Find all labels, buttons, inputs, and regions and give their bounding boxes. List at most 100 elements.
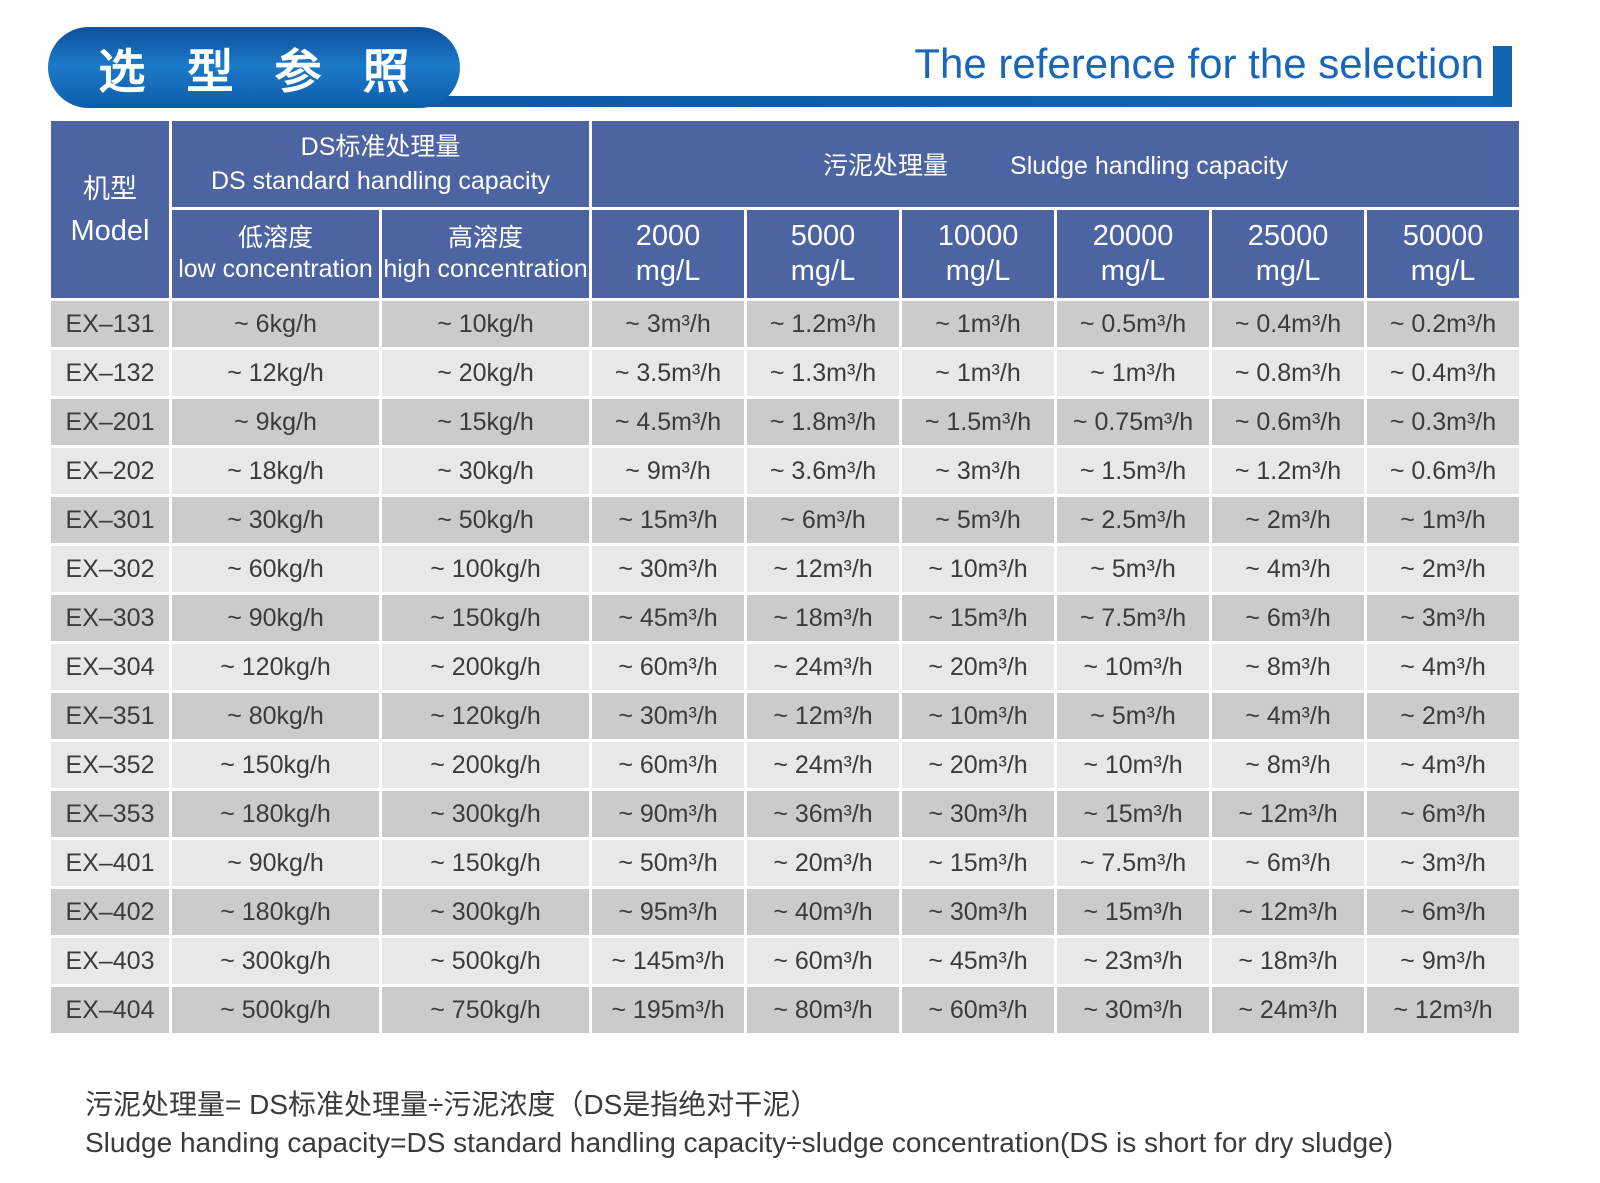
- model-cell: EX–351: [51, 693, 169, 739]
- capacity-cell: ~ 9m³/h: [1367, 938, 1520, 984]
- capacity-cell: ~ 0.6m³/h: [1367, 448, 1520, 494]
- capacity-cell: ~ 15m³/h: [902, 840, 1055, 886]
- capacity-cell: ~ 18m³/h: [1212, 938, 1365, 984]
- capacity-cell: ~ 2m³/h: [1367, 693, 1520, 739]
- capacity-cell: ~ 45m³/h: [592, 595, 745, 641]
- table-row: EX–304 ~ 120kg/h ~ 200kg/h ~ 60m³/h ~ 24m³/h…: [51, 644, 1520, 690]
- header-low-concentration: 低溶度 low concentration: [172, 210, 379, 298]
- table-row: EX–403 ~ 300kg/h ~ 500kg/h ~ 145m³/h ~ 60m³/…: [51, 938, 1520, 984]
- table-row: EX–201 ~ 9kg/h ~ 15kg/h ~ 4.5m³/h ~ 1.8m³/h ~…: [51, 399, 1520, 445]
- model-cell: EX–352: [51, 742, 169, 788]
- capacity-cell: ~ 3m³/h: [902, 448, 1055, 494]
- header-concentration-25000: 25000 mg/L: [1212, 210, 1365, 298]
- capacity-cell: ~ 120kg/h: [172, 644, 379, 690]
- capacity-cell: ~ 8m³/h: [1212, 644, 1365, 690]
- model-cell: EX–304: [51, 644, 169, 690]
- model-cell: EX–201: [51, 399, 169, 445]
- table-row: EX–353 ~ 180kg/h ~ 300kg/h ~ 90m³/h ~ 36m³/h…: [51, 791, 1520, 837]
- table-row: EX–352 ~ 150kg/h ~ 200kg/h ~ 60m³/h ~ 24m³/h…: [51, 742, 1520, 788]
- capacity-cell: ~ 50m³/h: [592, 840, 745, 886]
- capacity-cell: ~ 1m³/h: [902, 350, 1055, 396]
- capacity-cell: ~ 20m³/h: [747, 840, 900, 886]
- capacity-cell: ~ 30m³/h: [902, 791, 1055, 837]
- capacity-cell: ~ 5m³/h: [1057, 546, 1210, 592]
- capacity-cell: ~ 18kg/h: [172, 448, 379, 494]
- capacity-cell: ~ 150kg/h: [172, 742, 379, 788]
- capacity-cell: ~ 23m³/h: [1057, 938, 1210, 984]
- table-row: EX–402 ~ 180kg/h ~ 300kg/h ~ 95m³/h ~ 40m³/h…: [51, 889, 1520, 935]
- capacity-cell: ~ 12m³/h: [747, 546, 900, 592]
- header-high-zh: 高溶度: [448, 224, 524, 252]
- capacity-cell: ~ 0.5m³/h: [1057, 301, 1210, 347]
- capacity-cell: ~ 30kg/h: [382, 448, 590, 494]
- table-row: EX–303 ~ 90kg/h ~ 150kg/h ~ 45m³/h ~ 18m³/h ~…: [51, 595, 1520, 641]
- capacity-cell: ~ 30kg/h: [172, 497, 379, 543]
- header-sludge-group-zh: 污泥处理量: [823, 152, 949, 180]
- capacity-cell: ~ 0.6m³/h: [1212, 399, 1365, 445]
- capacity-cell: ~ 24m³/h: [747, 742, 900, 788]
- capacity-cell: ~ 1.2m³/h: [747, 301, 900, 347]
- capacity-cell: ~ 6m³/h: [1212, 840, 1365, 886]
- selection-reference-table: 机型 Model DS标准处理量 DS standard handling ca…: [48, 118, 1522, 1036]
- capacity-cell: ~ 12m³/h: [747, 693, 900, 739]
- capacity-cell: ~ 15m³/h: [1057, 889, 1210, 935]
- capacity-cell: ~ 45m³/h: [902, 938, 1055, 984]
- capacity-cell: ~ 1m³/h: [1057, 350, 1210, 396]
- table-row: EX–131 ~ 6kg/h ~ 10kg/h ~ 3m³/h ~ 1.2m³/h ~ 1…: [51, 301, 1520, 347]
- capacity-cell: ~ 30m³/h: [902, 889, 1055, 935]
- capacity-cell: ~ 0.2m³/h: [1367, 301, 1520, 347]
- capacity-cell: ~ 60m³/h: [747, 938, 900, 984]
- header-model-zh: 机型: [83, 173, 137, 204]
- capacity-cell: ~ 2m³/h: [1367, 546, 1520, 592]
- capacity-cell: ~ 145m³/h: [592, 938, 745, 984]
- capacity-cell: ~ 150kg/h: [382, 840, 590, 886]
- capacity-cell: ~ 6m³/h: [1212, 595, 1365, 641]
- capacity-cell: ~ 200kg/h: [382, 742, 590, 788]
- capacity-cell: ~ 36m³/h: [747, 791, 900, 837]
- capacity-cell: ~ 30m³/h: [1057, 987, 1210, 1033]
- capacity-cell: ~ 7.5m³/h: [1057, 840, 1210, 886]
- capacity-cell: ~ 60m³/h: [592, 644, 745, 690]
- section-title-zh: 选 型 参 照: [98, 45, 424, 98]
- header-concentration-10000: 10000 mg/L: [902, 210, 1055, 298]
- model-cell: EX–303: [51, 595, 169, 641]
- capacity-cell: ~ 12m³/h: [1212, 889, 1365, 935]
- header-model: 机型 Model: [51, 121, 169, 298]
- model-cell: EX–301: [51, 497, 169, 543]
- section-title-en: The reference for the selection: [914, 40, 1484, 87]
- capacity-cell: ~ 30m³/h: [592, 546, 745, 592]
- capacity-cell: ~ 80kg/h: [172, 693, 379, 739]
- model-cell: EX–132: [51, 350, 169, 396]
- capacity-cell: ~ 195m³/h: [592, 987, 745, 1033]
- capacity-cell: ~ 4m³/h: [1367, 644, 1520, 690]
- capacity-cell: ~ 24m³/h: [1212, 987, 1365, 1033]
- capacity-cell: ~ 100kg/h: [382, 546, 590, 592]
- capacity-cell: ~ 1.2m³/h: [1212, 448, 1365, 494]
- header-concentration-50000: 50000 mg/L: [1367, 210, 1520, 298]
- capacity-cell: ~ 4m³/h: [1367, 742, 1520, 788]
- model-cell: EX–202: [51, 448, 169, 494]
- model-cell: EX–403: [51, 938, 169, 984]
- capacity-cell: ~ 10m³/h: [1057, 742, 1210, 788]
- capacity-cell: ~ 12m³/h: [1367, 987, 1520, 1033]
- model-cell: EX–302: [51, 546, 169, 592]
- capacity-cell: ~ 20m³/h: [902, 742, 1055, 788]
- capacity-cell: ~ 9kg/h: [172, 399, 379, 445]
- capacity-cell: ~ 500kg/h: [382, 938, 590, 984]
- capacity-cell: ~ 60kg/h: [172, 546, 379, 592]
- capacity-cell: ~ 3.6m³/h: [747, 448, 900, 494]
- title-underline-bar: [260, 96, 1512, 107]
- capacity-cell: ~ 0.75m³/h: [1057, 399, 1210, 445]
- header-model-en: Model: [70, 214, 150, 247]
- capacity-cell: ~ 1.5m³/h: [1057, 448, 1210, 494]
- header-sludge-group-en: Sludge handling capacity: [1010, 152, 1289, 180]
- capacity-cell: ~ 12m³/h: [1212, 791, 1365, 837]
- capacity-cell: ~ 60m³/h: [592, 742, 745, 788]
- capacity-cell: ~ 1m³/h: [1367, 497, 1520, 543]
- table-row: EX–404 ~ 500kg/h ~ 750kg/h ~ 195m³/h ~ 80m³/…: [51, 987, 1520, 1033]
- capacity-cell: ~ 150kg/h: [382, 595, 590, 641]
- model-cell: EX–131: [51, 301, 169, 347]
- capacity-cell: ~ 90m³/h: [592, 791, 745, 837]
- capacity-cell: ~ 12kg/h: [172, 350, 379, 396]
